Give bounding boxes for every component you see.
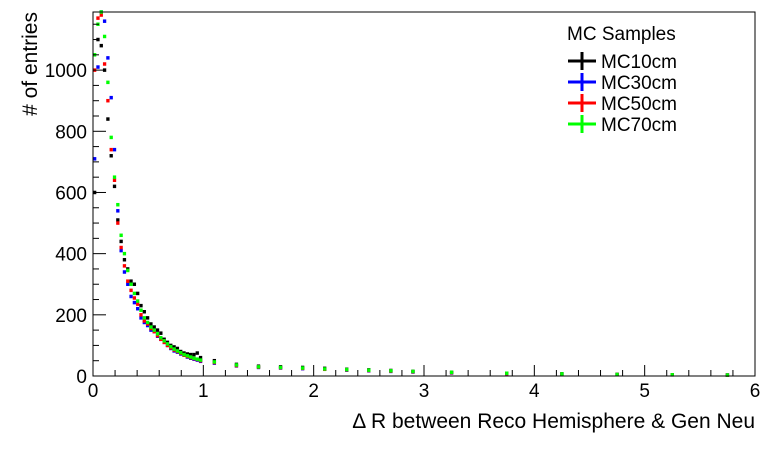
legend-label: MC50cm — [601, 94, 677, 115]
legend-entry: MC50cm — [568, 94, 677, 115]
y-tick-label: 1000 — [45, 61, 87, 82]
y-tick-label: 200 — [55, 306, 87, 327]
x-axis: 0 1 2 3 4 5 6 — [88, 365, 761, 402]
legend-entry: MC70cm — [568, 115, 677, 136]
y-tick-label: 800 — [55, 122, 87, 143]
legend-entry: MC10cm — [568, 52, 677, 73]
y-axis: 0 200 400 600 800 1000 — [45, 23, 106, 388]
y-axis-title: # of entries — [19, 12, 42, 116]
y-tick-label: 600 — [55, 183, 87, 204]
legend-label: MC30cm — [601, 73, 677, 94]
x-axis-title: Δ R between Reco Hemisphere & Gen Neu — [352, 410, 755, 433]
y-tick-label: 0 — [76, 367, 87, 388]
series-MC70cm — [93, 10, 730, 377]
x-tick-label: 3 — [419, 381, 430, 402]
y-tick-label: 400 — [55, 245, 87, 266]
x-tick-label: 4 — [529, 381, 540, 402]
legend-title: MC Samples — [567, 24, 676, 45]
x-tick-label: 1 — [198, 381, 209, 402]
x-tick-label: 0 — [88, 381, 99, 402]
x-tick-label: 2 — [308, 381, 319, 402]
legend-label: MC70cm — [601, 115, 677, 136]
legend-entry: MC30cm — [568, 73, 677, 94]
plot-background — [93, 12, 755, 376]
x-tick-label: 6 — [750, 381, 761, 402]
histogram-marks — [93, 10, 730, 377]
x-tick-label: 5 — [639, 381, 650, 402]
legend-label: MC10cm — [601, 52, 677, 73]
